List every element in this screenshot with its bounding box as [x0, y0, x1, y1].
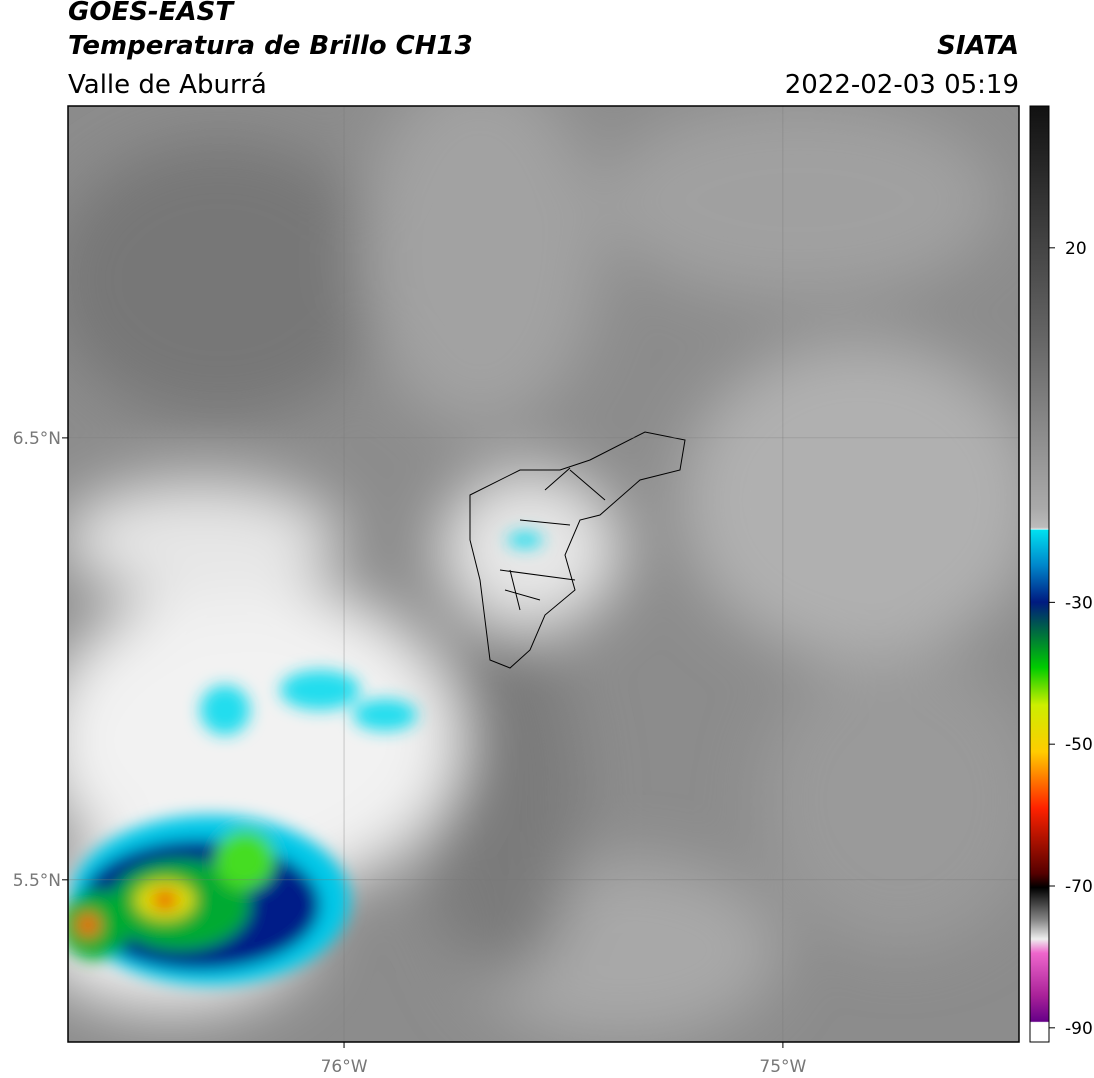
- colorbar: [1029, 105, 1050, 1043]
- colorbar-tick-label: -50: [1065, 735, 1093, 755]
- graticule: [68, 106, 1019, 1042]
- colorbar-tick-label: -90: [1065, 1019, 1093, 1039]
- colorbar-tick-label: -70: [1065, 877, 1093, 897]
- timestamp: 2022-02-03 05:19: [785, 70, 1019, 100]
- title: GOES-EAST: [68, 0, 235, 27]
- subtitle: Temperatura de Brillo CH13: [68, 31, 473, 61]
- x-tick-label: 75°W: [759, 1057, 806, 1077]
- x-tick-label: 76°W: [321, 1057, 368, 1077]
- colorbar-tick-label: -30: [1065, 593, 1093, 613]
- colorbar-tick-label: 20: [1065, 239, 1087, 259]
- map-frame: [67, 105, 1020, 1043]
- imagery: [68, 106, 1019, 1042]
- y-tick-label: 6.5°N: [13, 429, 61, 449]
- y-tick-label: 5.5°N: [13, 871, 61, 891]
- region: Valle de Aburrá: [68, 70, 267, 100]
- source: SIATA: [937, 31, 1019, 61]
